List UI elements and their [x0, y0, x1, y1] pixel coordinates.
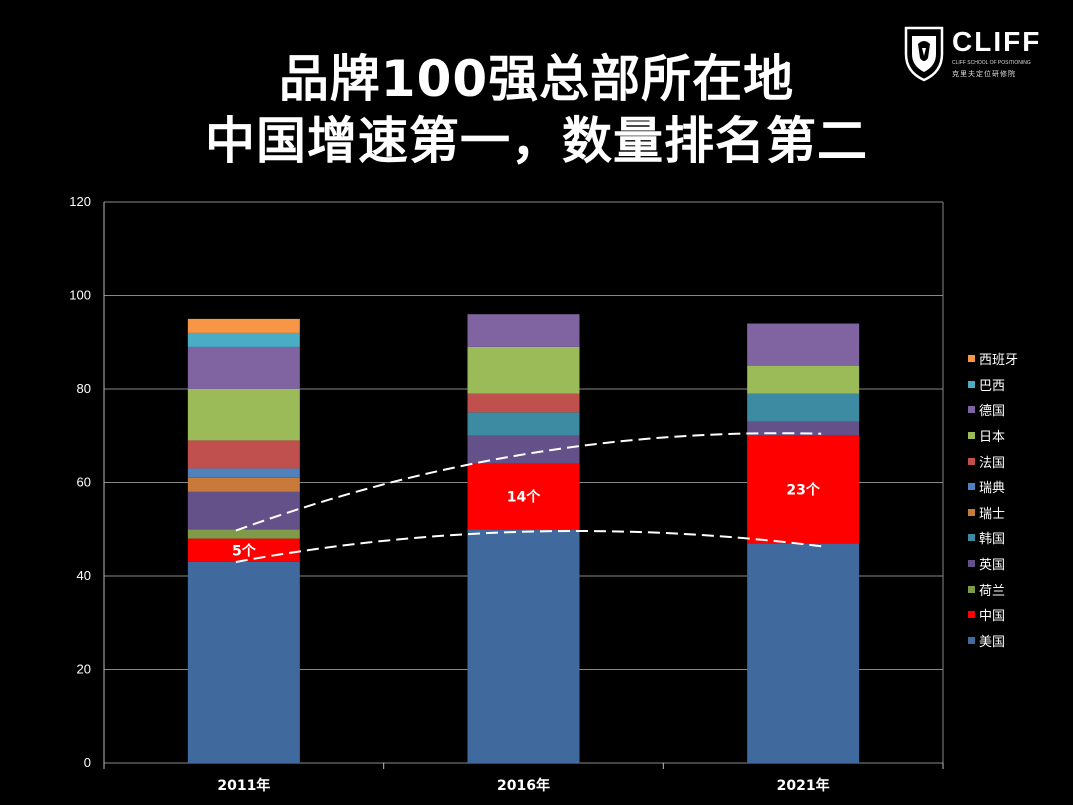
legend-swatch [968, 457, 975, 465]
legend-item: 韩国 [968, 525, 1058, 551]
china-count-label: 14个 [507, 489, 541, 506]
china-count-label: 5个 [232, 542, 257, 559]
bar-segment [187, 529, 300, 539]
bar-segment [467, 412, 580, 436]
legend-item: 瑞典 [968, 474, 1058, 500]
y-tick-labels: 0 20 40 60 80 100 120 [69, 194, 91, 770]
bar-segment [467, 346, 580, 394]
bar-segment [467, 529, 580, 763]
x-tick-label: 2021年 [777, 777, 830, 794]
logo-chinese: 克里夫定位研修院 [952, 70, 1016, 78]
legend-item: 中国 [968, 602, 1058, 628]
legend-item: 荷兰 [968, 576, 1058, 602]
y-tick-label: 40 [77, 568, 91, 583]
legend-swatch [968, 355, 975, 363]
legend-label: 荷兰 [979, 583, 1006, 599]
y-tick-label: 20 [77, 662, 91, 677]
bar-segment [747, 365, 860, 394]
title-line-2: 中国增速第一，数量排名第二 [205, 112, 868, 170]
logo-subtitle: CLIFF SCHOOL OF POSITIONING [952, 60, 1031, 66]
trend-curves [235, 432, 822, 563]
bar-segment [187, 346, 300, 389]
legend-label: 瑞士 [979, 506, 1006, 522]
bar-segment [747, 393, 860, 422]
legend-item: 瑞士 [968, 500, 1058, 526]
y-tick-label: 0 [84, 755, 91, 770]
cliff-logo: CLIFF CLIFF SCHOOL OF POSITIONING 克里夫定位研… [900, 24, 1050, 84]
legend-swatch [968, 483, 975, 491]
trend-curve [235, 530, 822, 563]
legend-item: 法国 [968, 448, 1058, 474]
bar-segment [187, 477, 300, 492]
legend-label: 中国 [979, 609, 1006, 625]
logo-name: CLIFF [952, 26, 1042, 57]
legend-label: 日本 [979, 430, 1006, 446]
legend-swatch [968, 380, 975, 388]
bar-segment [187, 332, 300, 347]
legend-item: 英国 [968, 551, 1058, 577]
legend-item: 美国 [968, 628, 1058, 654]
bar-segment [747, 543, 860, 763]
china-count-label: 23个 [786, 482, 820, 499]
shield-icon [904, 26, 944, 82]
legend-swatch [968, 534, 975, 542]
bars [187, 314, 860, 763]
x-tick-label: 2016年 [497, 777, 550, 794]
legend-swatch [968, 406, 975, 414]
legend-item: 德国 [968, 397, 1058, 423]
x-tick-labels: 2011年 2016年 2021年 [217, 777, 829, 794]
legend-item: 日本 [968, 423, 1058, 449]
title-line-1: 品牌100强总部所在地 [278, 50, 795, 108]
legend-swatch [968, 560, 975, 568]
bar-segment [187, 318, 300, 333]
legend-swatch [968, 508, 975, 516]
legend: 西班牙巴西德国日本法国瑞典瑞士韩国英国荷兰中国美国 [968, 346, 1058, 653]
bar-segment [467, 435, 580, 464]
bar-segment [187, 468, 300, 478]
y-tick-label: 120 [69, 194, 91, 209]
bar-segment [187, 440, 300, 469]
legend-label: 瑞典 [979, 481, 1006, 497]
legend-item: 西班牙 [968, 346, 1058, 372]
x-tick-label: 2011年 [217, 777, 270, 794]
y-tick-label: 60 [77, 475, 91, 490]
title-block: 品牌100强总部所在地 中国增速第一，数量排名第二 [0, 48, 1073, 172]
legend-label: 法国 [979, 455, 1006, 471]
bar-segment [187, 561, 300, 763]
trend-curve [235, 432, 822, 532]
y-tick-label: 100 [69, 288, 91, 303]
bar-segment [467, 463, 580, 530]
legend-item: 巴西 [968, 372, 1058, 398]
legend-label: 韩国 [979, 532, 1006, 548]
bar-segment [187, 389, 300, 441]
legend-label: 德国 [979, 404, 1006, 420]
data-annotations: 5个 14个 23个 [232, 482, 821, 560]
legend-swatch [968, 636, 975, 644]
legend-label: 英国 [979, 558, 1006, 574]
bar-segment [187, 491, 300, 530]
bar-segment [747, 435, 860, 544]
legend-swatch [968, 585, 975, 593]
legend-label: 美国 [979, 634, 1006, 650]
y-tick-label: 80 [77, 381, 91, 396]
legend-swatch [968, 611, 975, 619]
bar-segment [747, 323, 860, 366]
legend-label: 巴西 [979, 378, 1006, 394]
bar-segment [467, 393, 580, 413]
legend-label: 西班牙 [979, 353, 1019, 369]
bar-segment [467, 314, 580, 347]
legend-swatch [968, 432, 975, 440]
